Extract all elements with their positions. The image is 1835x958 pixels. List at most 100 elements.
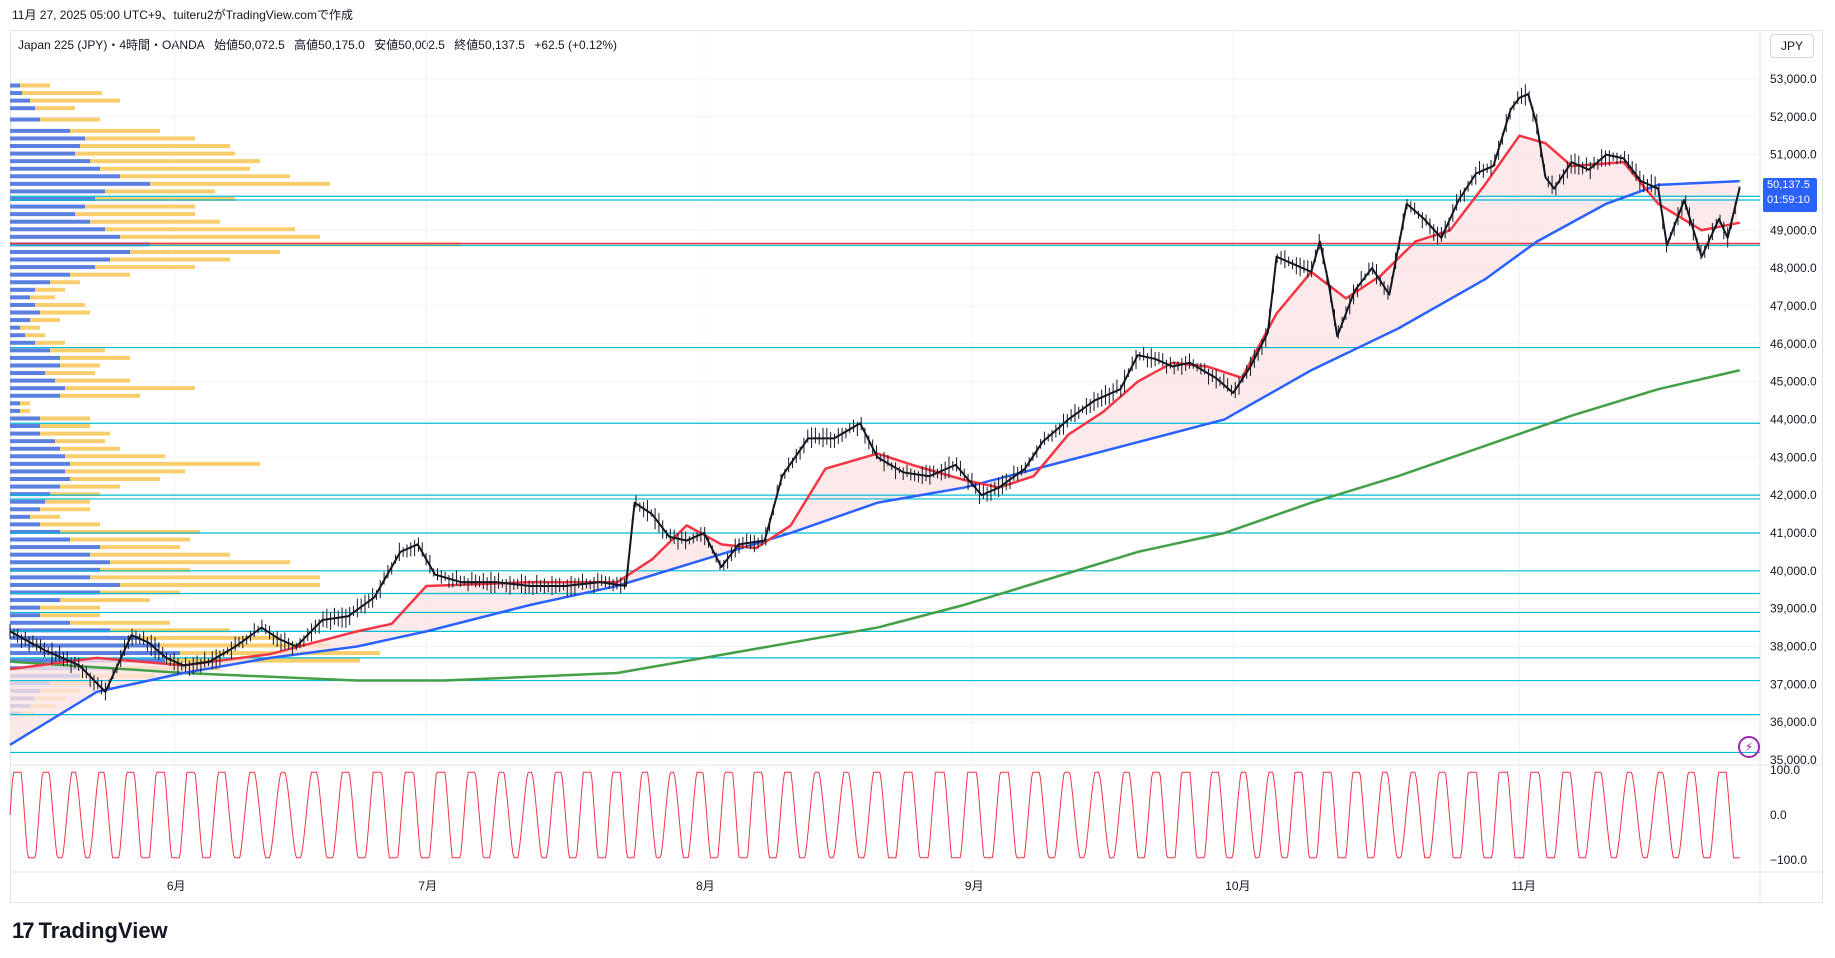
vp-blue-bar-6 [10,136,85,141]
vp-blue-bar-0 [10,83,20,88]
vp-blue-bar-27 [10,295,30,300]
vp-blue-bar-38 [10,378,55,383]
symbol-name[interactable]: Japan 225 (JPY)・4時間・OANDA [18,38,205,52]
vp-yellow-bar-39 [65,386,195,391]
price-tick-label: 43,000.0 [1770,450,1817,464]
vp-yellow-bar-57 [40,522,100,527]
vp-blue-bar-57 [10,522,40,527]
vp-blue-bar-49 [10,461,70,466]
vp-blue-bar-34 [10,348,50,353]
vp-yellow-bar-72 [140,635,280,640]
vp-yellow-bar-51 [70,477,160,481]
symbol-legend[interactable]: Japan 225 (JPY)・4時間・OANDA 始値50,072.5 高値5… [18,36,623,53]
stoch-tick-label: −100.0 [1770,853,1807,867]
vp-yellow-bar-44 [40,424,90,429]
vp-blue-bar-42 [10,408,20,413]
vp-blue-bar-24 [10,272,70,277]
vp-yellow-bar-22 [110,257,230,262]
vp-yellow-bar-61 [90,552,230,557]
vp-yellow-bar-66 [100,590,180,595]
vp-yellow-bar-56 [30,514,60,519]
vp-yellow-bar-34 [50,348,105,353]
vp-yellow-bar-21 [130,249,280,254]
price-tick-label: 40,000.0 [1770,564,1817,578]
vp-blue-bar-12 [10,181,150,186]
tv-logo-icon: 17 [12,918,35,943]
vp-yellow-bar-49 [70,461,260,466]
vp-blue-bar-66 [10,590,100,595]
price-tick-label: 37,000.0 [1770,677,1817,691]
vp-blue-bar-74 [10,651,180,656]
bar-countdown: 01:59:10 [1767,194,1810,207]
vp-yellow-bar-5 [70,128,160,133]
vp-blue-bar-19 [10,234,120,239]
chart-frame[interactable] [10,30,1823,903]
price-tick-label: 46,000.0 [1770,337,1817,351]
price-tick-label: 35,000.0 [1770,753,1817,767]
vp-yellow-bar-2 [30,98,120,103]
vp-blue-bar-32 [10,333,25,338]
vp-blue-bar-4 [10,117,40,122]
ma-green-line [9,369,1741,682]
vp-yellow-bar-35 [60,355,130,360]
vp-yellow-bar-75 [165,658,360,663]
vp-blue-bar-9 [10,159,90,164]
vp-blue-bar-7 [10,144,80,149]
ma-red-line [9,134,1741,671]
vp-yellow-bar-33 [35,340,65,345]
vp-yellow-bar-27 [30,295,55,300]
vp-blue-bar-45 [10,431,40,436]
vp-yellow-bar-17 [90,219,220,224]
vp-blue-bar-54 [10,499,45,504]
vp-yellow-bar-64 [90,575,320,580]
vp-blue-bar-60 [10,545,100,550]
lightning-icon[interactable]: ⚡ [1738,736,1760,758]
vp-blue-bar-67 [10,598,60,603]
price-tick-label: 44,000.0 [1770,412,1817,426]
vp-blue-bar-47 [10,446,60,451]
vp-yellow-bar-71 [110,628,230,633]
time-tick-label: 11月 [1511,879,1535,893]
vp-yellow-bar-40 [60,393,140,398]
vp-blue-bar-21 [10,249,130,254]
vp-blue-bar-39 [10,386,65,391]
price-tick-label: 51,000.0 [1770,148,1817,162]
currency-selector[interactable]: JPY [1770,34,1814,58]
vp-yellow-bar-69 [40,613,100,618]
vp-blue-bar-20 [10,242,150,247]
vp-yellow-bar-62 [110,560,290,565]
ma-blue-line [9,179,1740,746]
last-price-badge: 50,137.5 01:59:10 [1763,178,1817,213]
vp-blue-bar-55 [10,507,40,512]
vp-yellow-bar-1 [22,91,102,96]
vp-blue-bar-48 [10,454,65,459]
vp-blue-bar-23 [10,265,95,270]
vp-yellow-bar-53 [50,492,100,497]
tradingview-logo[interactable]: 17 TradingView [12,918,168,944]
vp-blue-bar-64 [10,575,90,580]
vp-blue-bar-18 [10,227,105,232]
time-tick-label: 10月 [1225,879,1250,893]
vp-blue-bar-25 [10,280,50,285]
vp-blue-bar-43 [10,416,40,421]
vp-yellow-bar-20 [150,242,460,247]
vp-yellow-bar-0 [20,83,50,88]
vp-blue-bar-28 [10,302,35,307]
vp-blue-bar-69 [10,613,40,618]
vp-blue-bar-17 [10,219,90,224]
stoch-tick-label: 0.0 [1770,808,1787,822]
vp-yellow-bar-24 [70,272,130,277]
vp-yellow-bar-42 [20,408,30,413]
vp-yellow-bar-31 [20,325,40,330]
vp-blue-bar-46 [10,439,55,444]
vp-blue-bar-52 [10,484,60,489]
vp-yellow-bar-6 [85,136,195,141]
vp-yellow-bar-19 [120,234,320,239]
vp-yellow-bar-4 [40,117,100,122]
vp-blue-bar-35 [10,355,60,360]
vp-yellow-bar-26 [35,287,65,292]
price-tick-label: 53,000.0 [1770,72,1817,86]
close-value: 終値50,137.5 [454,38,525,52]
price-tick-label: 38,000.0 [1770,639,1817,653]
